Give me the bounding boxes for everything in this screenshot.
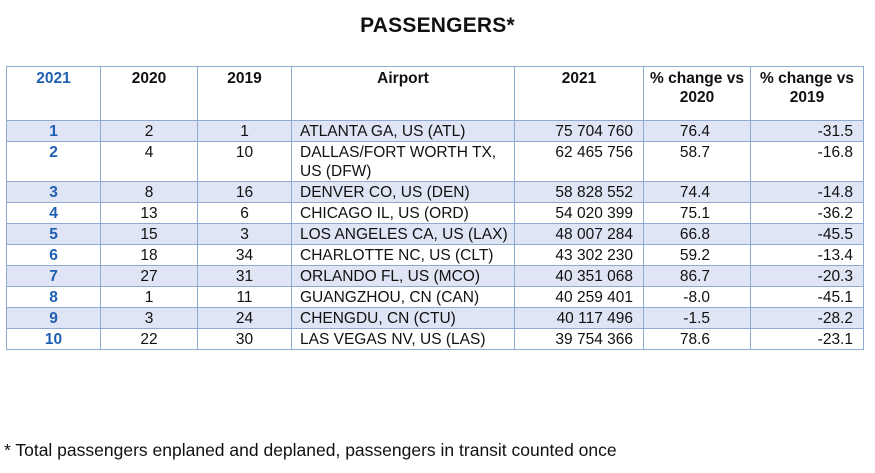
passengers-table: 2021 2020 2019 Airport 2021 % change vs … xyxy=(6,66,864,350)
cell-passengers-2021: 54 020 399 xyxy=(514,202,644,224)
cell-rank-2021: 10 xyxy=(6,328,101,350)
cell-passengers-2021: 40 117 496 xyxy=(514,307,644,329)
cell-rank-2020: 4 xyxy=(100,141,198,182)
cell-passengers-2021: 40 259 401 xyxy=(514,286,644,308)
table-row: 7 27 31 ORLANDO FL, US (MCO) 40 351 068 86.7-… xyxy=(6,265,864,287)
cell-change-vs-2019: -36.2 xyxy=(750,202,864,224)
cell-rank-2021: 8 xyxy=(6,286,101,308)
cell-change-vs-2020: -8.0 xyxy=(643,286,751,308)
cell-passengers-2021: 48 007 284 xyxy=(514,223,644,245)
cell-rank-2020: 2 xyxy=(100,120,198,142)
cell-passengers-2021: 39 754 366 xyxy=(514,328,644,350)
page-title: PASSENGERS* xyxy=(360,14,515,37)
cell-rank-2020: 22 xyxy=(100,328,198,350)
cell-passengers-2021: 40 351 068 xyxy=(514,265,644,287)
table-row: 5 15 3 LOS ANGELES CA, US (LAX) 48 007 284 66… xyxy=(6,223,864,245)
cell-change-vs-2020: 86.7 xyxy=(643,265,751,287)
cell-rank-2021: 7 xyxy=(6,265,101,287)
cell-rank-2020: 27 xyxy=(100,265,198,287)
cell-airport: LAS VEGAS NV, US (LAS) xyxy=(291,328,515,350)
cell-change-vs-2019: -16.8 xyxy=(750,141,864,182)
cell-rank-2019: 16 xyxy=(197,181,292,203)
cell-airport: LOS ANGELES CA, US (LAX) xyxy=(291,223,515,245)
cell-airport: ATLANTA GA, US (ATL) xyxy=(291,120,515,142)
cell-change-vs-2019: -31.5 xyxy=(750,120,864,142)
cell-change-vs-2020: 58.7 xyxy=(643,141,751,182)
cell-passengers-2021: 58 828 552 xyxy=(514,181,644,203)
cell-rank-2021: 9 xyxy=(6,307,101,329)
cell-change-vs-2020: 75.1 xyxy=(643,202,751,224)
table-row: 6 18 34 CHARLOTTE NC, US (CLT) 43 302 230 59.… xyxy=(6,244,864,266)
footnote: * Total passengers enplaned and deplaned… xyxy=(4,440,617,460)
cell-airport: GUANGZHOU, CN (CAN) xyxy=(291,286,515,308)
cell-rank-2019: 34 xyxy=(197,244,292,266)
header-rank-2020: 2020 xyxy=(100,66,198,121)
cell-passengers-2021: 62 465 756 xyxy=(514,141,644,182)
cell-rank-2019: 24 xyxy=(197,307,292,329)
cell-rank-2019: 10 xyxy=(197,141,292,182)
cell-rank-2019: 6 xyxy=(197,202,292,224)
cell-airport: CHICAGO IL, US (ORD) xyxy=(291,202,515,224)
header-rank-2021: 2021 xyxy=(6,66,101,121)
cell-change-vs-2019: -23.1 xyxy=(750,328,864,350)
header-change-vs-2020: % change vs 2020 xyxy=(643,66,751,121)
cell-airport: DENVER CO, US (DEN) xyxy=(291,181,515,203)
cell-rank-2019: 11 xyxy=(197,286,292,308)
cell-rank-2020: 15 xyxy=(100,223,198,245)
cell-change-vs-2020: 78.6 xyxy=(643,328,751,350)
header-change-vs-2019: % change vs 2019 xyxy=(750,66,864,121)
cell-rank-2020: 1 xyxy=(100,286,198,308)
table-row: 2 4 10 DALLAS/FORT WORTH TX, US (DFW) 62 465… xyxy=(6,141,864,182)
table-row: 8 1 11 GUANGZHOU, CN (CAN) 40 259 401 -8.0 -45… xyxy=(6,286,864,308)
cell-airport: CHENGDU, CN (CTU) xyxy=(291,307,515,329)
cell-rank-2021: 3 xyxy=(6,181,101,203)
cell-airport: DALLAS/FORT WORTH TX, US (DFW) xyxy=(291,141,515,182)
table-row: 4 13 6 CHICAGO IL, US (ORD) 54 020 399 75.1 -3… xyxy=(6,202,864,224)
table-row: 9 3 24 CHENGDU, CN (CTU) 40 117 496 -1.5 -28.2 xyxy=(6,307,864,329)
cell-rank-2019: 1 xyxy=(197,120,292,142)
cell-rank-2020: 3 xyxy=(100,307,198,329)
cell-rank-2021: 1 xyxy=(6,120,101,142)
cell-rank-2021: 5 xyxy=(6,223,101,245)
cell-rank-2019: 3 xyxy=(197,223,292,245)
cell-rank-2020: 8 xyxy=(100,181,198,203)
cell-change-vs-2019: -20.3 xyxy=(750,265,864,287)
table-header-row: 2021 2020 2019 Airport 2021 % change vs … xyxy=(6,66,864,121)
cell-airport: ORLANDO FL, US (MCO) xyxy=(291,265,515,287)
cell-change-vs-2019: -14.8 xyxy=(750,181,864,203)
cell-change-vs-2020: 76.4 xyxy=(643,120,751,142)
cell-change-vs-2019: -45.5 xyxy=(750,223,864,245)
cell-change-vs-2020: 74.4 xyxy=(643,181,751,203)
header-passengers-2021: 2021 xyxy=(514,66,644,121)
table-row: 10 22 30 LAS VEGAS NV, US (LAS) 39 754 366 78… xyxy=(6,328,864,350)
cell-change-vs-2020: 66.8 xyxy=(643,223,751,245)
cell-rank-2021: 2 xyxy=(6,141,101,182)
cell-change-vs-2020: -1.5 xyxy=(643,307,751,329)
cell-rank-2021: 6 xyxy=(6,244,101,266)
cell-rank-2019: 31 xyxy=(197,265,292,287)
cell-rank-2020: 18 xyxy=(100,244,198,266)
cell-passengers-2021: 75 704 760 xyxy=(514,120,644,142)
header-airport: Airport xyxy=(291,66,515,121)
cell-rank-2019: 30 xyxy=(197,328,292,350)
table-row: 1 2 1 ATLANTA GA, US (ATL) 75 704 760 76.4 -31… xyxy=(6,120,864,142)
cell-airport: CHARLOTTE NC, US (CLT) xyxy=(291,244,515,266)
header-rank-2019: 2019 xyxy=(197,66,292,121)
cell-change-vs-2019: -45.1 xyxy=(750,286,864,308)
cell-rank-2020: 13 xyxy=(100,202,198,224)
cell-rank-2021: 4 xyxy=(6,202,101,224)
cell-change-vs-2020: 59.2 xyxy=(643,244,751,266)
cell-passengers-2021: 43 302 230 xyxy=(514,244,644,266)
cell-change-vs-2019: -28.2 xyxy=(750,307,864,329)
table-row: 3 8 16 DENVER CO, US (DEN) 58 828 552 74.4 -14… xyxy=(6,181,864,203)
cell-change-vs-2019: -13.4 xyxy=(750,244,864,266)
